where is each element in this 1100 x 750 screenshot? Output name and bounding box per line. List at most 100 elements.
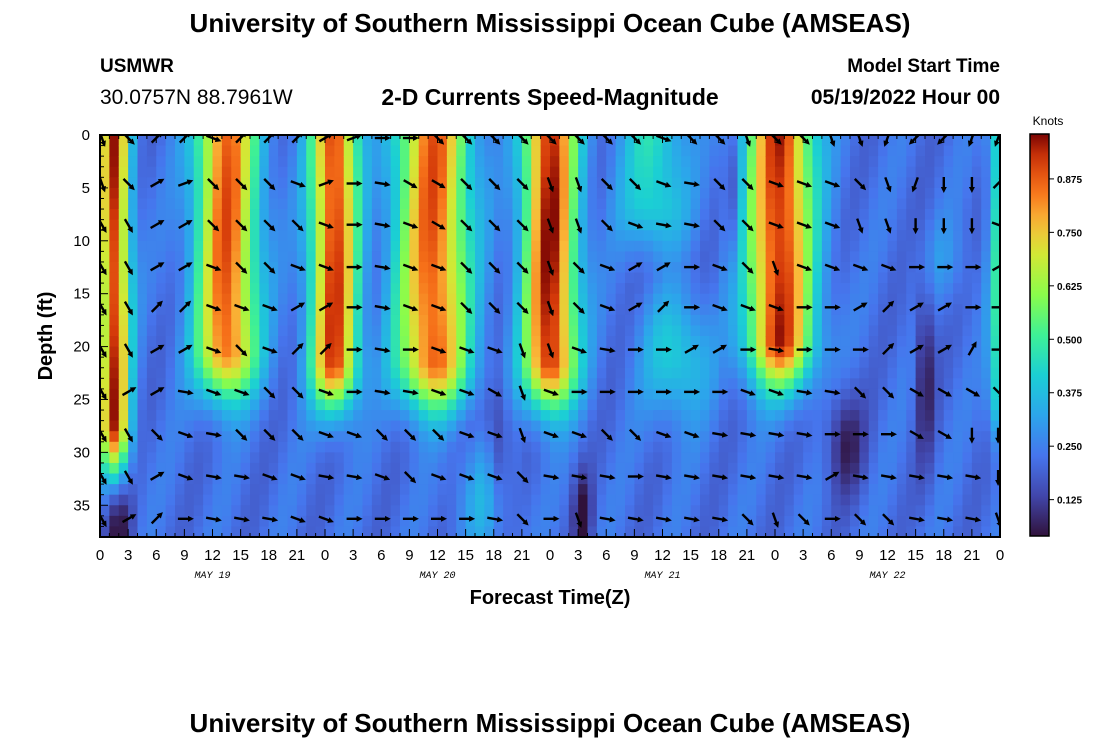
heatmap-cell xyxy=(990,378,1000,390)
heatmap-cell xyxy=(634,177,645,189)
heatmap-cell xyxy=(643,145,654,157)
heatmap-cell xyxy=(118,378,129,390)
current-arrow xyxy=(205,346,222,354)
heatmap-cell xyxy=(165,187,176,200)
heatmap-cell xyxy=(100,219,110,231)
heatmap-cell xyxy=(709,156,720,168)
heatmap-cell xyxy=(690,388,701,401)
current-arrow xyxy=(543,388,559,396)
heatmap-cell xyxy=(953,357,964,369)
heatmap-cell xyxy=(709,283,720,295)
heatmap-cell xyxy=(896,198,907,210)
heatmap-cell xyxy=(240,505,251,517)
heatmap-cell xyxy=(465,378,476,390)
heatmap-cell xyxy=(193,420,204,432)
heatmap-cell xyxy=(212,283,223,295)
heatmap-cell xyxy=(765,198,776,210)
current-arrow xyxy=(884,218,892,234)
heatmap-cell xyxy=(221,261,232,274)
heatmap-cell xyxy=(250,473,260,485)
heatmap-cell xyxy=(353,336,364,348)
heatmap-cell xyxy=(962,420,973,432)
heatmap-cell xyxy=(793,410,804,422)
current-arrow xyxy=(771,512,780,528)
heatmap-cell xyxy=(559,452,570,464)
heatmap-cell xyxy=(765,314,776,327)
heatmap-cell xyxy=(906,166,917,178)
heatmap-cell xyxy=(418,166,429,178)
heatmap-cell xyxy=(306,431,317,443)
heatmap-cell xyxy=(981,209,992,221)
heatmap-cell xyxy=(784,473,795,485)
heatmap-cell xyxy=(634,473,645,485)
heatmap-cell xyxy=(906,198,917,210)
heatmap-cell xyxy=(184,452,195,464)
heatmap-cell xyxy=(681,515,692,528)
heatmap-cell xyxy=(587,314,598,327)
heatmap-cell xyxy=(728,135,739,147)
heatmap-cell xyxy=(287,494,298,506)
heatmap-cell xyxy=(643,261,654,274)
heatmap-cell xyxy=(137,145,148,157)
heatmap-cell xyxy=(653,219,664,231)
heatmap-cell xyxy=(203,441,214,453)
current-arrow xyxy=(402,389,419,396)
heatmap-cell xyxy=(240,325,251,337)
heatmap-cell xyxy=(728,526,739,537)
current-arrow xyxy=(263,261,276,274)
heatmap-cell xyxy=(746,399,757,411)
heatmap-cell xyxy=(287,325,298,337)
heatmap-cell xyxy=(718,293,729,305)
heatmap-cell xyxy=(400,336,410,348)
current-arrow xyxy=(543,474,560,481)
heatmap-cell xyxy=(746,378,757,390)
heatmap-cell xyxy=(718,230,729,242)
heatmap-cell xyxy=(203,515,214,528)
heatmap-cell xyxy=(503,378,514,390)
heatmap-cell xyxy=(156,420,167,432)
heatmap-cell xyxy=(981,515,992,528)
current-arrow xyxy=(574,176,583,193)
heatmap-cell xyxy=(737,293,748,305)
heatmap-cell xyxy=(156,198,167,210)
heatmap-cell xyxy=(868,420,879,432)
heatmap-cell xyxy=(587,367,598,379)
heatmap-cell xyxy=(212,198,223,210)
heatmap-cell xyxy=(878,261,889,274)
heatmap-cell xyxy=(231,410,242,422)
current-arrow xyxy=(374,473,391,481)
heatmap-cell xyxy=(615,156,626,168)
heatmap-cell xyxy=(137,240,148,252)
heatmap-cell xyxy=(437,462,448,475)
heatmap-cell xyxy=(503,209,514,221)
heatmap-cell xyxy=(606,505,617,517)
heatmap-cell xyxy=(325,336,335,348)
heatmap-cell xyxy=(287,230,298,242)
heatmap-cell xyxy=(109,293,120,305)
heatmap-cell xyxy=(746,272,757,284)
heatmap-cell xyxy=(906,219,917,231)
heatmap-cell xyxy=(943,441,954,453)
heatmap-cell xyxy=(221,462,232,475)
heatmap-cell xyxy=(212,462,223,475)
heatmap-cell xyxy=(334,410,345,422)
heatmap-cell xyxy=(653,156,664,168)
heatmap-cell xyxy=(475,346,485,358)
current-arrow xyxy=(263,428,276,441)
heatmap-cell xyxy=(850,325,860,337)
heatmap-cell xyxy=(409,272,420,284)
heatmap-cell xyxy=(315,452,326,464)
heatmap-cell xyxy=(446,452,457,464)
heatmap-cell xyxy=(146,441,157,453)
heatmap-cell xyxy=(221,145,232,157)
heatmap-cell xyxy=(231,473,242,485)
heatmap-cell xyxy=(681,325,692,337)
heatmap-cell xyxy=(625,378,635,390)
heatmap-cell xyxy=(915,494,926,506)
heatmap-cell xyxy=(831,251,842,263)
heatmap-cell xyxy=(737,187,748,200)
heatmap-cell xyxy=(784,367,795,379)
x-tick-label: 12 xyxy=(429,547,446,564)
heatmap-cell xyxy=(203,240,214,252)
heatmap-cell xyxy=(381,166,392,178)
